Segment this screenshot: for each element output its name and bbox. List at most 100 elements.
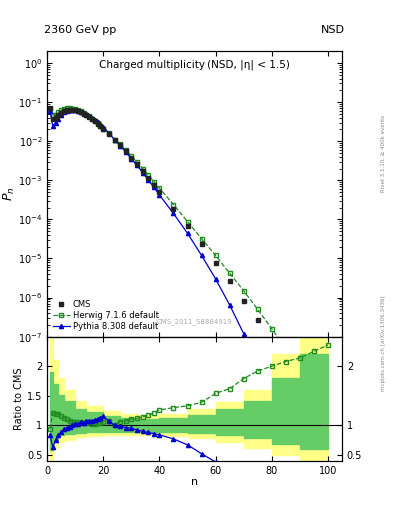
Herwig 7.1.6 default (62, 106, 66, 112)
Pythia 8.308 default (112, 137, 117, 143)
Herwig 7.1.6 default (118, 141, 123, 147)
Herwig 7.1.6 default (151, 179, 156, 185)
CMS (48, 104, 52, 111)
Herwig 7.1.6 default (171, 201, 176, 207)
CMS (129, 155, 134, 161)
Pythia 8.308 default (92, 117, 97, 123)
CMS (76, 108, 81, 114)
Herwig 7.1.6 default (269, 326, 274, 332)
CMS (140, 168, 145, 174)
Herwig 7.1.6 default (157, 185, 162, 191)
Pythia 8.308 default (171, 210, 176, 217)
Pythia 8.308 default (135, 162, 140, 168)
Pythia 8.308 default (67, 107, 72, 113)
Herwig 7.1.6 default (73, 106, 77, 112)
Pythia 8.308 default (101, 124, 106, 130)
Herwig 7.1.6 default (185, 219, 190, 225)
Pythia 8.308 default (129, 156, 134, 162)
Pythia 8.308 default (107, 130, 111, 136)
Pythia 8.308 default (255, 362, 260, 369)
CMS (298, 379, 302, 385)
Herwig 7.1.6 default (48, 105, 52, 112)
CMS (227, 279, 232, 285)
Herwig 7.1.6 default (112, 137, 117, 143)
CMS (255, 317, 260, 324)
Herwig 7.1.6 default (255, 306, 260, 312)
Herwig 7.1.6 default (84, 112, 89, 118)
Herwig 7.1.6 default (56, 109, 61, 115)
CMS (98, 123, 103, 130)
Pythia 8.308 default (73, 107, 77, 113)
Herwig 7.1.6 default (92, 118, 97, 124)
CMS (112, 137, 117, 143)
Herwig 7.1.6 default (227, 270, 232, 276)
CMS (101, 126, 106, 133)
Text: 2360 GeV pp: 2360 GeV pp (44, 26, 116, 35)
Pythia 8.308 default (59, 112, 64, 118)
CMS (151, 182, 156, 188)
CMS (199, 241, 204, 247)
Herwig 7.1.6 default (70, 105, 75, 112)
Pythia 8.308 default (98, 121, 103, 127)
Herwig 7.1.6 default (53, 112, 58, 118)
Pythia 8.308 default (185, 230, 190, 237)
CMS (64, 107, 69, 113)
Herwig 7.1.6 default (107, 130, 111, 136)
Pythia 8.308 default (70, 106, 75, 113)
CMS (73, 107, 77, 113)
Herwig 7.1.6 default (76, 107, 81, 113)
Herwig 7.1.6 default (213, 252, 218, 259)
Herwig 7.1.6 default (129, 153, 134, 159)
CMS (53, 115, 58, 121)
Pythia 8.308 default (151, 184, 156, 190)
Pythia 8.308 default (227, 302, 232, 308)
Herwig 7.1.6 default (101, 125, 106, 132)
Text: mcplots.cern.ch [arXiv:1306.3436]: mcplots.cern.ch [arXiv:1306.3436] (381, 295, 386, 391)
Line: CMS: CMS (48, 105, 330, 427)
Herwig 7.1.6 default (241, 288, 246, 294)
Pythia 8.308 default (84, 111, 89, 117)
Pythia 8.308 default (146, 177, 151, 183)
CMS (185, 223, 190, 229)
Text: NSD: NSD (321, 26, 345, 35)
CMS (269, 337, 274, 344)
Herwig 7.1.6 default (67, 105, 72, 112)
CMS (241, 297, 246, 304)
Pythia 8.308 default (90, 115, 94, 121)
Pythia 8.308 default (213, 276, 218, 282)
Text: Rivet 3.1.10, ≥ 400k events: Rivet 3.1.10, ≥ 400k events (381, 115, 386, 192)
Pythia 8.308 default (157, 192, 162, 198)
Pythia 8.308 default (48, 108, 52, 114)
Pythia 8.308 default (79, 109, 83, 115)
CMS (62, 108, 66, 114)
Herwig 7.1.6 default (140, 165, 145, 172)
Pythia 8.308 default (269, 398, 274, 404)
Herwig 7.1.6 default (312, 386, 316, 392)
Pythia 8.308 default (199, 252, 204, 259)
Herwig 7.1.6 default (90, 115, 94, 121)
CMS (90, 116, 94, 122)
CMS (56, 112, 61, 118)
Pythia 8.308 default (140, 169, 145, 176)
CMS (325, 422, 330, 428)
Herwig 7.1.6 default (50, 112, 55, 118)
Pythia 8.308 default (53, 119, 58, 125)
Pythia 8.308 default (50, 123, 55, 130)
Herwig 7.1.6 default (95, 120, 100, 126)
Pythia 8.308 default (283, 438, 288, 444)
Pythia 8.308 default (81, 110, 86, 116)
Herwig 7.1.6 default (199, 236, 204, 242)
CMS (283, 358, 288, 364)
Herwig 7.1.6 default (283, 346, 288, 352)
Herwig 7.1.6 default (325, 408, 330, 414)
CMS (79, 109, 83, 115)
Pythia 8.308 default (298, 480, 302, 486)
CMS (171, 206, 176, 212)
Line: Pythia 8.308 default: Pythia 8.308 default (48, 108, 330, 512)
Text: Charged multiplicity (NSD, |η| < 1.5): Charged multiplicity (NSD, |η| < 1.5) (99, 60, 290, 70)
Herwig 7.1.6 default (59, 108, 64, 114)
Herwig 7.1.6 default (79, 108, 83, 114)
Pythia 8.308 default (95, 119, 100, 125)
Pythia 8.308 default (62, 109, 66, 115)
Pythia 8.308 default (87, 113, 92, 119)
